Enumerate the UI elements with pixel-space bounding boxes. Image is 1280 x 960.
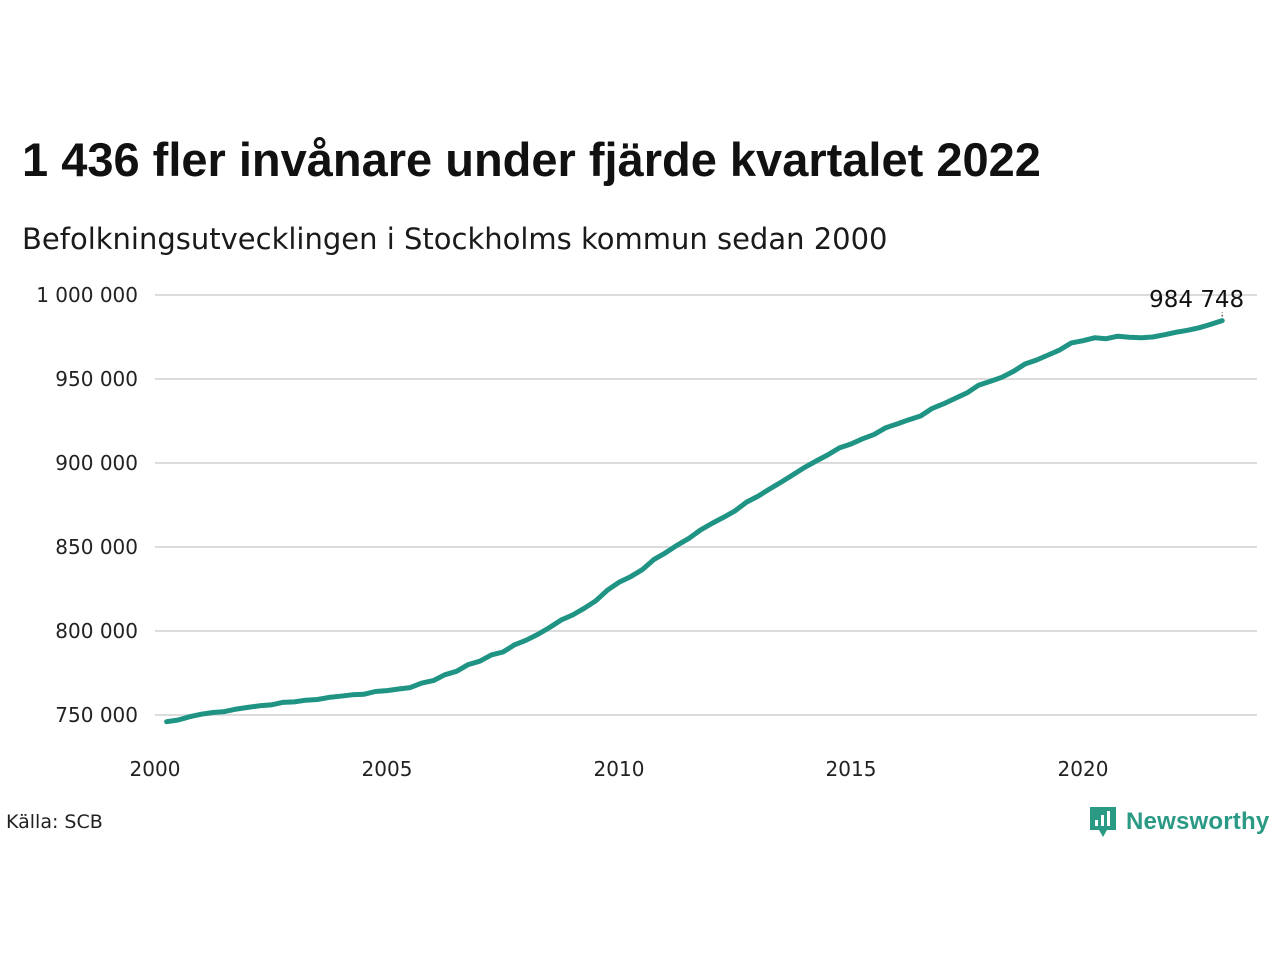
line-chart: 750 000 800 000 850 000 900 000 950 000 1 000… (36, 283, 1257, 781)
end-annotation: 984 748 (1149, 287, 1244, 317)
x-tick-label: 2015 (826, 757, 877, 781)
chart-subtitle: Befolkningsutvecklingen i Stockholms kom… (22, 222, 888, 256)
x-axis-ticks: 2000 2005 2010 2015 2020 (130, 757, 1109, 781)
chart-title: 1 436 fler invånare under fjärde kvartal… (22, 133, 1041, 186)
y-tick-label: 1 000 000 (36, 283, 138, 307)
series-line (164, 318, 1225, 725)
source-note: Källa: SCB (6, 811, 103, 833)
series-group (164, 318, 1225, 725)
x-tick-label: 2005 (362, 757, 413, 781)
y-tick-label: 750 000 (55, 703, 138, 727)
newsworthy-logo-icon (1090, 807, 1116, 837)
y-axis-ticks: 750 000 800 000 850 000 900 000 950 000 1 000… (36, 283, 138, 727)
y-tick-label: 950 000 (55, 367, 138, 391)
brand-name: Newsworthy (1126, 808, 1270, 835)
gridlines (155, 294, 1257, 716)
y-tick-label: 900 000 (55, 451, 138, 475)
x-tick-label: 2010 (594, 757, 645, 781)
x-tick-label: 2020 (1058, 757, 1109, 781)
brand-logo: Newsworthy (1088, 805, 1269, 839)
x-tick-label: 2000 (130, 757, 181, 781)
y-tick-label: 850 000 (55, 535, 138, 559)
end-value-label: 984 748 (1149, 287, 1244, 313)
y-tick-label: 800 000 (55, 619, 138, 643)
